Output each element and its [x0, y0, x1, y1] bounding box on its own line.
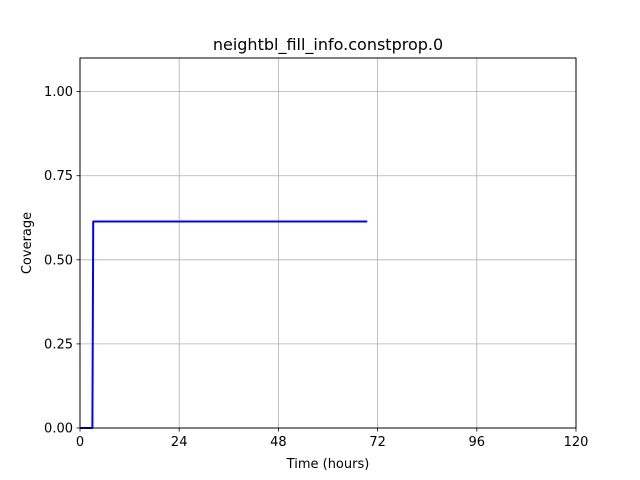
- x-tick-label: 24: [171, 435, 188, 450]
- grid: [79, 58, 577, 429]
- y-axis-label: Coverage: [20, 212, 35, 274]
- x-axis-label: Time (hours): [286, 457, 370, 472]
- y-tick-label: 0.00: [44, 422, 73, 437]
- plot-frame: [79, 57, 577, 429]
- ticks: 0 24 48 72 96 120 0.00 0.25 0.50 0.75 1.00: [44, 85, 588, 450]
- x-tick-label: 0: [76, 435, 84, 450]
- y-tick-label: 1.00: [44, 85, 73, 100]
- series-layer: [80, 220, 368, 429]
- y-tick-label: 0.25: [44, 337, 73, 352]
- y-tick-label: 0.50: [44, 253, 73, 268]
- chart-title: neightbl_fill_info.constprop.0: [213, 35, 443, 55]
- x-tick-label: 72: [369, 435, 386, 450]
- series-line: [80, 220, 368, 429]
- y-tick-label: 0.75: [44, 169, 73, 184]
- x-tick-label: 120: [564, 435, 589, 450]
- x-tick-label: 96: [469, 435, 486, 450]
- x-tick-label: 48: [270, 435, 287, 450]
